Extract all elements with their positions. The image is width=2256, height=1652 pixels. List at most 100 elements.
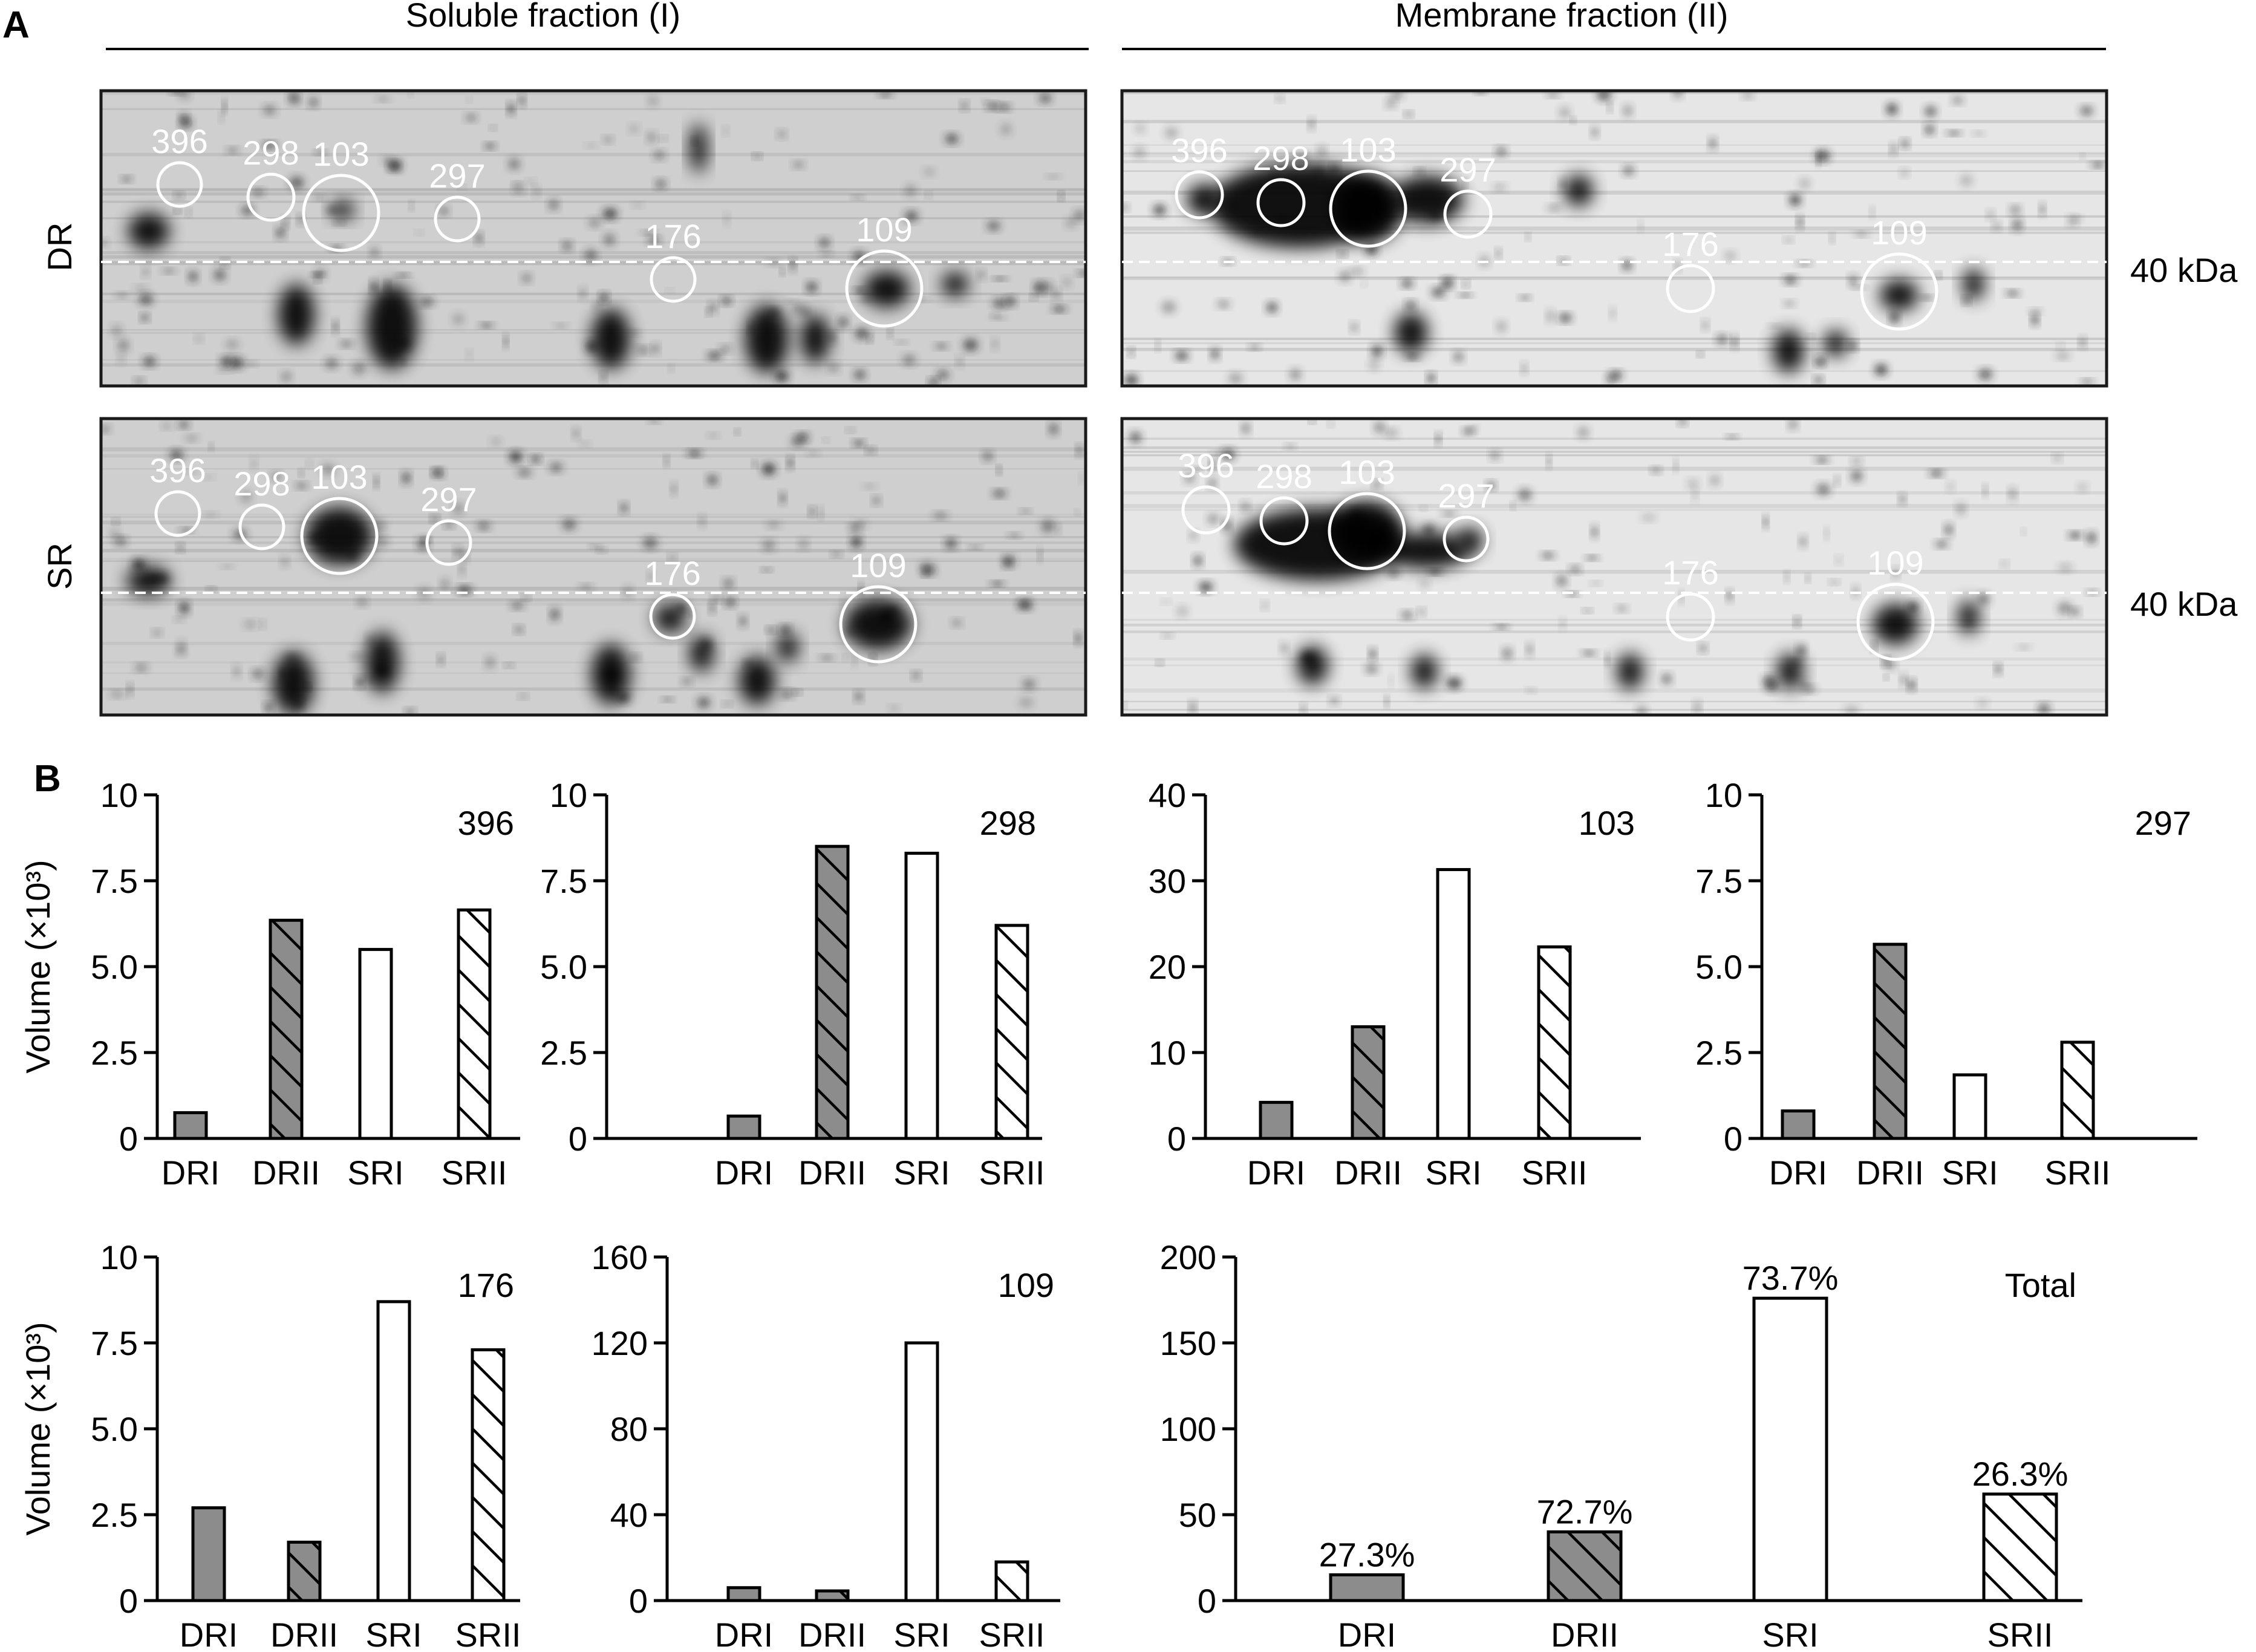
- y-tick-label: 0: [629, 1582, 648, 1620]
- spot-label-176: 176: [1662, 225, 1718, 263]
- y-tick-label: 100: [1160, 1410, 1216, 1448]
- x-tick-label-dri: DRI: [1769, 1154, 1827, 1192]
- y-tick-label: 40: [1149, 776, 1186, 814]
- y-tick-label: 5.0: [540, 948, 587, 986]
- bar-outline-sri: [358, 948, 393, 1140]
- y-tick-label: 10: [100, 776, 138, 814]
- bar-dri: [1331, 1575, 1403, 1601]
- bar-outline-dri: [191, 1506, 226, 1602]
- bar-sri: [360, 949, 391, 1138]
- spot-circle-103: [1328, 492, 1406, 570]
- bar-hatch-srii: [996, 925, 1028, 1138]
- spot-circle-176: [650, 256, 697, 303]
- gel-dr-membrane: 396 298 103 297 176 109: [1120, 89, 2108, 388]
- spot-label-298: 298: [1253, 139, 1309, 177]
- y-tick-label: 7.5: [91, 1324, 138, 1362]
- bar-hatch-drii: [1352, 1027, 1384, 1138]
- spot-circle-109: [845, 249, 924, 328]
- bar-outline-dri: [173, 1111, 208, 1140]
- bar-outline-drii: [815, 844, 850, 1140]
- bar-dri: [193, 1507, 224, 1601]
- x-tick-label-dri: DRI: [715, 1616, 773, 1652]
- x-tick-label-sri: SRI: [365, 1616, 422, 1652]
- bar-outline-drii: [1873, 942, 1908, 1140]
- spot-label-297: 297: [429, 157, 485, 195]
- y-tick-label: 10: [1705, 776, 1743, 814]
- y-tick-label: 150: [1160, 1324, 1216, 1362]
- bar-outline-sri: [1952, 1073, 1987, 1140]
- spot-label-297: 297: [420, 480, 477, 518]
- bar-dri: [175, 1112, 206, 1138]
- bar-annotation-srii: 26.3%: [1972, 1455, 2069, 1493]
- bar-outline-dri: [1781, 1109, 1816, 1140]
- bar-hatch-srii: [996, 1562, 1028, 1601]
- spot-label-298: 298: [233, 465, 290, 503]
- chart-title: 176: [458, 1266, 514, 1304]
- y-tick-label: 2.5: [91, 1034, 138, 1072]
- x-tick-label-drii: DRII: [270, 1616, 338, 1652]
- marker-label-dr: 40 kDa: [2130, 251, 2238, 289]
- chart-title: 396: [458, 804, 514, 842]
- spot-circle-298: [1259, 496, 1309, 546]
- spot-circle-297: [425, 519, 472, 566]
- bar-sri: [1754, 1298, 1827, 1601]
- bar-charts: 0 2.5 5.0 7.5 10 DRI DRII SRI SRII 396 Volume (×10…: [19, 776, 2197, 1652]
- spot-label-396: 396: [1171, 131, 1227, 169]
- chart-total: 0 50 100 150 200 DRI 27.3% DRII 72.7% SRI 73.7% SRI…: [1160, 1238, 2082, 1652]
- chart-297: 0 2.5 5.0 7.5 10 DRI DRII SRI SRII 297: [1695, 776, 2197, 1192]
- bar-outline-dri: [726, 1114, 761, 1140]
- bar-annotation-drii: 72.7%: [1537, 1492, 1633, 1530]
- spot-label-396: 396: [151, 122, 207, 160]
- spot-circle-396: [156, 161, 203, 208]
- bar-annotation-dri: 27.3%: [1319, 1535, 1415, 1573]
- bar-outline-sri: [376, 1300, 411, 1602]
- x-tick-label-dri: DRI: [161, 1154, 220, 1192]
- spot-circle-109: [839, 585, 918, 664]
- y-tick-label: 0: [1724, 1120, 1743, 1158]
- y-tick-label: 2.5: [91, 1496, 138, 1534]
- y-tick-label: 50: [1179, 1496, 1216, 1534]
- y-tick-label: 160: [592, 1238, 648, 1276]
- x-tick-label-dri: DRI: [1247, 1154, 1305, 1192]
- y-tick-label: 30: [1149, 862, 1186, 900]
- spot-circle-109: [1860, 252, 1938, 331]
- bar-outline-srii: [1982, 1492, 2058, 1602]
- bar-hatch-srii: [472, 1350, 504, 1601]
- chart-title: Total: [2005, 1266, 2076, 1304]
- y-tick-label: 120: [592, 1324, 648, 1362]
- bar-hatch-drii: [817, 846, 848, 1138]
- svg-text:Volume (×10³): Volume (×10³): [19, 1322, 57, 1535]
- bar-outline-drii: [815, 1589, 850, 1602]
- y-tick-label: 7.5: [1695, 862, 1743, 900]
- bar-sri: [1954, 1074, 1986, 1138]
- spot-circle-298: [1256, 178, 1306, 227]
- y-tick-label: 7.5: [91, 862, 138, 900]
- y-tick-label: 2.5: [540, 1034, 587, 1072]
- spot-circle-103: [300, 497, 379, 575]
- x-tick-label-srii: SRII: [979, 1154, 1045, 1192]
- x-tick-label-srii: SRII: [455, 1616, 521, 1652]
- y-axis-label: Volume (×10³): [19, 1322, 57, 1535]
- spot-circle-103: [302, 174, 380, 252]
- bar-outline-dri: [726, 1586, 761, 1602]
- svg-text:DR: DR: [41, 223, 79, 272]
- y-tick-label: 10: [550, 776, 587, 814]
- chart-title: 298: [980, 804, 1036, 842]
- bar-hatch-drii: [817, 1591, 848, 1601]
- spot-label-297: 297: [1438, 477, 1494, 515]
- bar-outline-srii: [994, 1560, 1029, 1602]
- x-tick-label-dri: DRI: [180, 1616, 238, 1652]
- bar-sri: [1438, 869, 1469, 1138]
- bar-outline-drii: [1547, 1530, 1623, 1602]
- bar-dri: [1782, 1111, 1814, 1138]
- spot-label-298: 298: [1256, 457, 1312, 495]
- spot-circle-396: [154, 490, 201, 537]
- spot-label-396: 396: [149, 451, 206, 489]
- bar-hatch-drii: [1874, 944, 1906, 1138]
- row-label-sr: SR: [41, 543, 79, 590]
- panel-a-label: A: [2, 4, 30, 46]
- x-tick-label-dri: DRI: [1338, 1616, 1396, 1652]
- y-tick-label: 10: [1149, 1034, 1186, 1072]
- bar-outline-sri: [904, 1341, 939, 1602]
- chart-title: 297: [2135, 804, 2191, 842]
